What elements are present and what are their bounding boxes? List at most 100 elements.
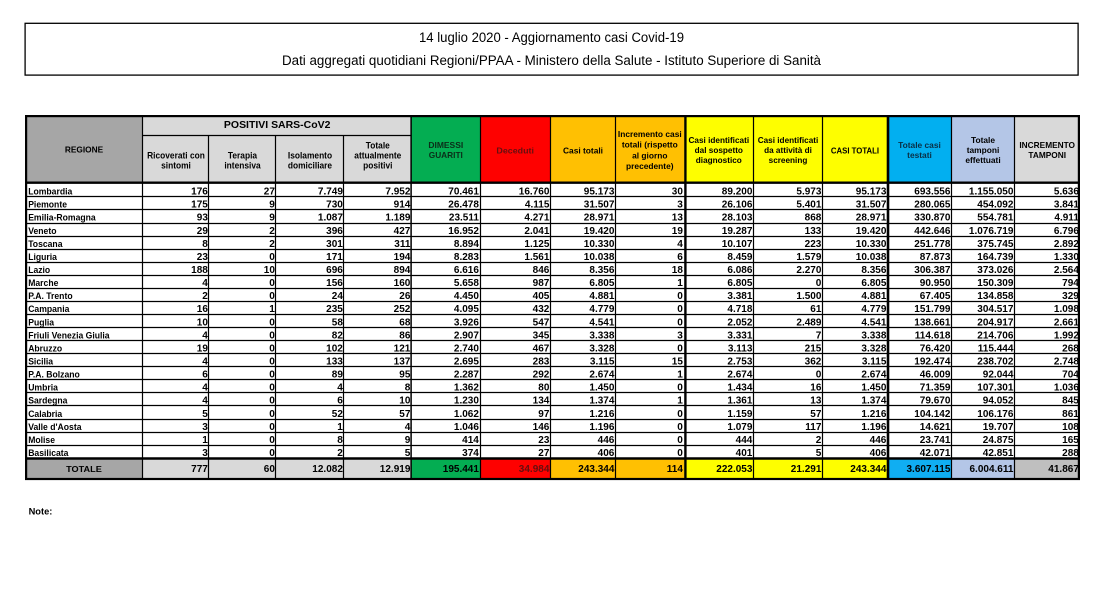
svg-text:82: 82 xyxy=(332,330,344,341)
svg-text:2.270: 2.270 xyxy=(796,265,822,276)
svg-text:19.287: 19.287 xyxy=(722,226,753,237)
svg-text:4: 4 xyxy=(202,357,208,368)
svg-text:Molise: Molise xyxy=(28,435,55,445)
svg-text:204.917: 204.917 xyxy=(977,317,1014,328)
svg-text:19.707: 19.707 xyxy=(983,422,1014,433)
svg-text:0: 0 xyxy=(269,330,275,341)
svg-text:1: 1 xyxy=(677,278,683,289)
svg-text:0: 0 xyxy=(269,291,275,302)
svg-text:3: 3 xyxy=(202,448,208,459)
svg-text:testati: testati xyxy=(907,150,932,160)
svg-text:432: 432 xyxy=(533,304,550,315)
svg-text:19: 19 xyxy=(197,343,209,354)
svg-text:4: 4 xyxy=(405,422,411,433)
svg-text:4: 4 xyxy=(337,383,343,394)
svg-text:Abruzzo: Abruzzo xyxy=(28,343,62,353)
svg-text:405: 405 xyxy=(533,291,550,302)
svg-text:2: 2 xyxy=(816,435,822,446)
svg-text:0: 0 xyxy=(677,317,683,328)
svg-text:215: 215 xyxy=(805,343,822,354)
svg-text:34.984: 34.984 xyxy=(519,464,550,475)
svg-text:414: 414 xyxy=(462,435,479,446)
svg-text:70.461: 70.461 xyxy=(448,187,479,198)
svg-text:894: 894 xyxy=(394,265,411,276)
svg-text:1.561: 1.561 xyxy=(524,252,550,263)
svg-text:10.107: 10.107 xyxy=(722,239,753,250)
svg-text:2.748: 2.748 xyxy=(1054,357,1080,368)
svg-text:27: 27 xyxy=(264,187,276,198)
svg-text:0: 0 xyxy=(269,396,275,407)
svg-text:243.344: 243.344 xyxy=(850,464,887,475)
svg-text:8.459: 8.459 xyxy=(727,252,753,263)
svg-text:10: 10 xyxy=(399,396,411,407)
svg-text:0: 0 xyxy=(677,435,683,446)
svg-text:171: 171 xyxy=(326,252,343,263)
svg-text:8: 8 xyxy=(337,435,343,446)
svg-text:7.749: 7.749 xyxy=(318,187,344,198)
svg-text:0: 0 xyxy=(269,343,275,354)
svg-text:Casi identificati: Casi identificati xyxy=(758,135,819,145)
svg-text:0: 0 xyxy=(677,422,683,433)
svg-text:CASI TOTALI: CASI TOTALI xyxy=(831,145,879,155)
svg-text:9: 9 xyxy=(405,435,411,446)
svg-text:29: 29 xyxy=(197,226,209,237)
svg-text:52: 52 xyxy=(332,409,344,420)
svg-text:3.328: 3.328 xyxy=(589,343,615,354)
svg-text:da attività di: da attività di xyxy=(764,145,812,155)
svg-text:30: 30 xyxy=(672,187,684,198)
svg-text:4.718: 4.718 xyxy=(727,304,753,315)
svg-text:223: 223 xyxy=(805,239,822,250)
svg-text:243.344: 243.344 xyxy=(578,464,615,475)
svg-text:1.046: 1.046 xyxy=(454,422,480,433)
svg-text:777: 777 xyxy=(191,464,208,475)
svg-text:396: 396 xyxy=(326,226,343,237)
svg-text:12.082: 12.082 xyxy=(312,464,343,475)
svg-text:0: 0 xyxy=(269,252,275,263)
svg-text:12.919: 12.919 xyxy=(380,464,411,475)
svg-text:0: 0 xyxy=(269,278,275,289)
svg-text:1.450: 1.450 xyxy=(861,383,887,394)
svg-text:3.926: 3.926 xyxy=(454,317,480,328)
svg-text:Basilicata: Basilicata xyxy=(28,448,69,458)
svg-text:362: 362 xyxy=(805,357,822,368)
svg-text:4.779: 4.779 xyxy=(861,304,887,315)
svg-text:28.971: 28.971 xyxy=(856,213,887,224)
svg-text:1.362: 1.362 xyxy=(454,383,480,394)
svg-text:176: 176 xyxy=(191,187,208,198)
svg-text:554.781: 554.781 xyxy=(977,213,1014,224)
svg-text:107.301: 107.301 xyxy=(977,383,1014,394)
svg-text:10: 10 xyxy=(264,265,276,276)
svg-text:108: 108 xyxy=(1062,422,1079,433)
svg-text:845: 845 xyxy=(1062,396,1079,407)
svg-text:10.038: 10.038 xyxy=(856,252,887,263)
svg-text:6.796: 6.796 xyxy=(1054,226,1080,237)
svg-text:DIMESSI: DIMESSI xyxy=(428,140,463,150)
svg-text:1.062: 1.062 xyxy=(454,409,480,420)
svg-text:0: 0 xyxy=(677,343,683,354)
svg-text:104.142: 104.142 xyxy=(914,409,951,420)
svg-text:5.636: 5.636 xyxy=(1054,187,1080,198)
svg-text:precedente): precedente) xyxy=(626,161,674,171)
svg-text:3.328: 3.328 xyxy=(861,343,887,354)
svg-text:Deceduti: Deceduti xyxy=(496,145,534,155)
svg-text:861: 861 xyxy=(1062,409,1079,420)
svg-text:Casi totali: Casi totali xyxy=(563,145,603,155)
svg-text:1.189: 1.189 xyxy=(385,213,411,224)
svg-text:164.739: 164.739 xyxy=(977,252,1014,263)
svg-text:6.805: 6.805 xyxy=(589,278,615,289)
svg-text:93: 93 xyxy=(197,213,209,224)
svg-text:987: 987 xyxy=(533,278,550,289)
svg-text:6.004.611: 6.004.611 xyxy=(970,464,1014,475)
svg-text:19.420: 19.420 xyxy=(584,226,615,237)
svg-text:1.196: 1.196 xyxy=(861,422,887,433)
svg-text:effettuati: effettuati xyxy=(965,155,1000,165)
svg-text:5.973: 5.973 xyxy=(796,187,822,198)
svg-text:1.098: 1.098 xyxy=(1054,304,1080,315)
svg-text:3.381: 3.381 xyxy=(727,291,753,302)
svg-text:1.374: 1.374 xyxy=(861,396,887,407)
svg-text:4.095: 4.095 xyxy=(454,304,480,315)
svg-text:1: 1 xyxy=(677,396,683,407)
svg-text:175: 175 xyxy=(191,200,208,211)
svg-text:306.387: 306.387 xyxy=(914,265,951,276)
svg-text:467: 467 xyxy=(533,343,550,354)
